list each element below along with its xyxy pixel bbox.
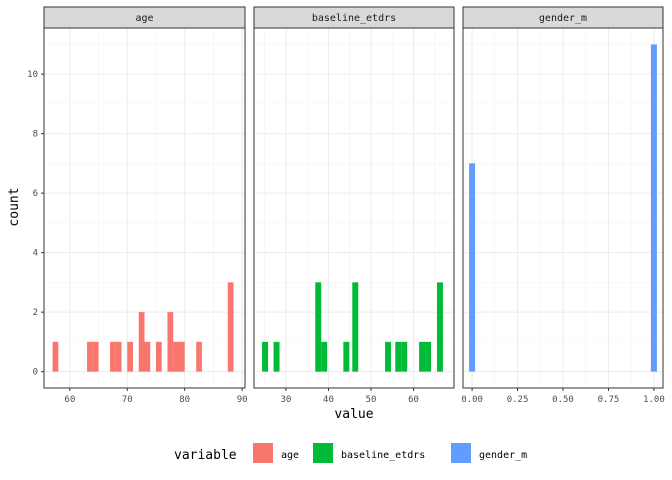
histogram-bar: [315, 282, 322, 372]
legend-label-age: age: [281, 450, 299, 461]
histogram-bar: [321, 341, 328, 372]
histogram-bar: [138, 312, 145, 372]
histogram-bar: [352, 282, 359, 372]
legend-key-baseline_etdrs: [313, 443, 333, 463]
facet-baseline_etdrs: baseline_etdrs 30 40 50 60: [253, 6, 455, 405]
histogram-bar: [273, 341, 280, 372]
histogram-bar: [436, 282, 443, 372]
legend-label-gender_m: gender_m: [479, 450, 527, 461]
histogram-bar: [343, 341, 350, 372]
histogram-bar: [127, 341, 134, 372]
histogram-bar: [144, 341, 151, 372]
x-axis-title: value: [334, 407, 373, 422]
x-tick-label: 40: [323, 395, 334, 405]
y-tick-label: 6: [33, 189, 38, 199]
histogram-bar: [155, 341, 162, 372]
histogram-bar: [425, 341, 432, 372]
x-tick-label: 50: [366, 395, 377, 405]
legend: variable age baseline_etdrs gender_m: [174, 443, 527, 463]
histogram-bar: [87, 341, 93, 372]
histogram-bar: [650, 44, 657, 372]
y-tick-label: 4: [33, 249, 38, 259]
histogram-bar: [262, 341, 269, 372]
y-axis-title: count: [7, 187, 22, 226]
y-axis: 0 2 4 6 8 10: [27, 70, 44, 378]
histogram-bar: [178, 341, 185, 372]
legend-label-baseline_etdrs: baseline_etdrs: [341, 450, 425, 461]
histogram-bar: [167, 312, 174, 372]
legend-key-age: [253, 443, 273, 463]
facet-strip-label: gender_m: [539, 13, 587, 24]
histogram-bar: [52, 341, 59, 372]
histogram-bar: [173, 341, 179, 372]
y-tick-label: 0: [33, 368, 38, 378]
histogram-bar: [469, 163, 476, 372]
x-tick-label: 0.75: [598, 395, 620, 405]
x-tick-label: 1.00: [643, 395, 665, 405]
x-tick-label: 70: [122, 395, 133, 405]
histogram-bar: [115, 341, 122, 372]
legend-title: variable: [174, 448, 237, 463]
facet-strip-label: baseline_etdrs: [312, 13, 396, 24]
facet-strip: [43, 6, 246, 29]
legend-key-gender_m: [451, 443, 471, 463]
facet-age: age 60 70 80 90: [43, 6, 248, 405]
x-tick-label: 60: [64, 395, 75, 405]
facet-strip: [462, 6, 664, 29]
x-tick-label: 80: [179, 395, 190, 405]
facet-panels: age 60 70 80 90 baseline_etdrs 30 40 50 60 gender_…: [43, 6, 665, 405]
histogram-bar: [196, 341, 202, 372]
histogram-bar: [385, 341, 392, 372]
x-tick-label: 60: [408, 395, 419, 405]
histogram-bar: [419, 341, 426, 372]
y-tick-label: 2: [33, 308, 38, 318]
histogram-bar: [110, 341, 116, 372]
x-tick-label: 0.00: [461, 395, 483, 405]
x-tick-label: 30: [280, 395, 291, 405]
facet-strip-label: age: [135, 13, 153, 24]
x-tick-label: 0.50: [552, 395, 574, 405]
facet-strip: [253, 6, 455, 29]
histogram-bar: [227, 282, 234, 372]
x-tick-label: 90: [237, 395, 248, 405]
histogram-bar: [401, 341, 408, 372]
facet-gender_m: gender_m 0.00 0.25 0.50 0.75 1.00: [461, 6, 665, 405]
histogram-bar: [395, 341, 402, 372]
histogram-bar: [92, 341, 99, 372]
y-tick-label: 8: [33, 130, 38, 140]
y-tick-label: 10: [27, 70, 38, 80]
x-tick-label: 0.25: [507, 395, 529, 405]
